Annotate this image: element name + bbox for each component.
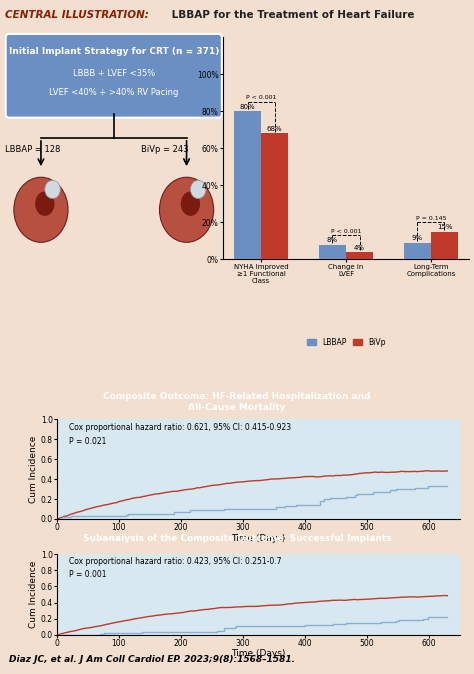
Text: Composite Outcome: HF-Related Hospitalization and
All-Cause Mortality: Composite Outcome: HF-Related Hospitaliz…	[103, 392, 371, 412]
Y-axis label: Cum Incidence: Cum Incidence	[29, 561, 38, 628]
Text: 15%: 15%	[437, 224, 452, 231]
Text: Cox proportional hazard ratio: 0.621, 95% CI: 0.415-0.923: Cox proportional hazard ratio: 0.621, 95…	[69, 423, 291, 432]
Ellipse shape	[191, 180, 206, 199]
Ellipse shape	[181, 191, 200, 216]
Bar	[319, 245, 346, 259]
Text: Diaz JC, et al. J Am Coll Cardiol EP. 2023;9(8):1568–1581.: Diaz JC, et al. J Am Coll Cardiol EP. 20…	[9, 654, 295, 664]
Text: P = 0.001: P = 0.001	[69, 570, 107, 579]
Legend: LBBAP, BiVp: LBBAP, BiVp	[304, 334, 388, 350]
Text: LBBB + LVEF <35%: LBBB + LVEF <35%	[73, 69, 155, 78]
Text: 9%: 9%	[412, 235, 423, 241]
Text: LBBAP = 128: LBBAP = 128	[5, 146, 60, 154]
Text: CENTRAL ILLUSTRATION:: CENTRAL ILLUSTRATION:	[5, 10, 149, 20]
Text: 8%: 8%	[327, 237, 338, 243]
Text: P = 0.145: P = 0.145	[416, 216, 446, 220]
Bar	[346, 252, 373, 259]
Text: 80%: 80%	[240, 104, 255, 110]
X-axis label: Time (Days): Time (Days)	[231, 534, 285, 543]
X-axis label: Time (Days): Time (Days)	[231, 650, 285, 658]
Ellipse shape	[159, 177, 214, 243]
Text: LBBAP for the Treatment of Heart Failure: LBBAP for the Treatment of Heart Failure	[168, 10, 415, 20]
Bar	[261, 133, 288, 259]
Text: Subanalysis of the Composite Outcome: Successful Implants: Subanalysis of the Composite Outcome: Su…	[82, 534, 392, 543]
Text: BiVp = 243: BiVp = 243	[141, 146, 189, 154]
Ellipse shape	[35, 191, 55, 216]
Y-axis label: Cum Incidence: Cum Incidence	[29, 435, 38, 503]
Ellipse shape	[45, 180, 60, 199]
Text: 4%: 4%	[354, 245, 365, 251]
Text: Initial Implant Strategy for CRT (n = 371): Initial Implant Strategy for CRT (n = 37…	[9, 47, 219, 56]
Text: P < 0.001: P < 0.001	[331, 228, 361, 234]
Ellipse shape	[14, 177, 68, 243]
Bar	[404, 243, 431, 259]
Text: LVEF <40% + >40% RV Pacing: LVEF <40% + >40% RV Pacing	[49, 88, 178, 97]
Text: P = 0.021: P = 0.021	[69, 437, 106, 446]
Text: P < 0.001: P < 0.001	[246, 95, 276, 100]
Bar	[431, 232, 458, 259]
Bar	[234, 111, 261, 259]
FancyBboxPatch shape	[6, 34, 222, 118]
Text: Cox proportional hazard ratio: 0.423, 95% CI: 0.251-0.7: Cox proportional hazard ratio: 0.423, 95…	[69, 557, 282, 566]
Text: 68%: 68%	[267, 126, 283, 132]
